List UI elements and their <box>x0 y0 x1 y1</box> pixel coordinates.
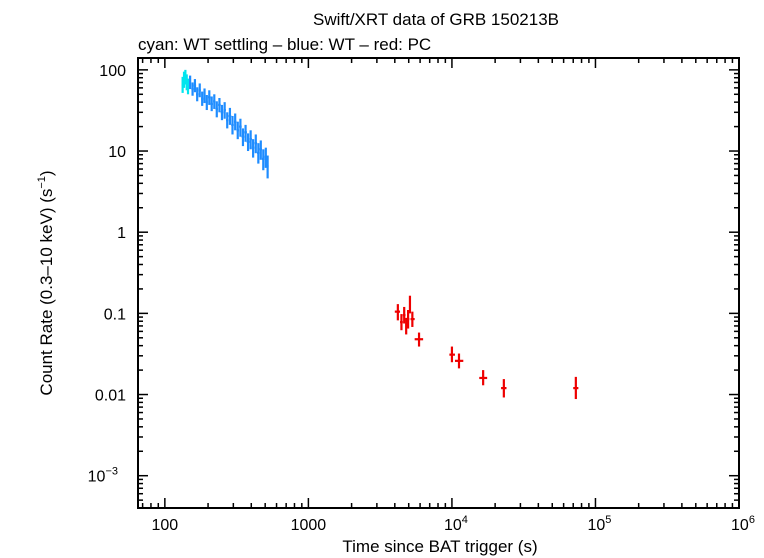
chart-title: Swift/XRT data of GRB 150213B <box>313 10 559 29</box>
data-point <box>228 107 232 125</box>
data-point <box>220 104 224 121</box>
data-point <box>210 96 213 112</box>
y-tick-label: 0.1 <box>104 306 126 323</box>
data-point <box>205 95 208 111</box>
data-point <box>213 94 216 109</box>
data-point <box>259 140 262 160</box>
x-tick-label: 100 <box>152 517 179 534</box>
data-point <box>257 143 260 164</box>
data-point <box>449 346 455 363</box>
y-tick-label: 1 <box>117 225 126 242</box>
y-axis-label: Count Rate (0.3–10 keV) (s−1) <box>36 170 56 395</box>
data-point <box>186 78 190 95</box>
y-tick-label: 10 <box>108 144 126 161</box>
data-point <box>239 118 242 137</box>
data-point <box>410 311 415 327</box>
series-wt <box>189 75 269 179</box>
x-tick-label: 106 <box>731 514 755 534</box>
data-point <box>218 98 221 113</box>
data-point <box>233 113 237 131</box>
data-point <box>261 149 265 171</box>
data-point <box>201 91 204 106</box>
data-point <box>251 139 255 158</box>
data-marks <box>181 69 579 400</box>
y-tick-label: 0.01 <box>95 388 126 405</box>
data-point <box>223 102 226 119</box>
data-point <box>244 124 247 142</box>
data-point <box>479 370 488 386</box>
y-tick-label: 100 <box>99 63 126 80</box>
data-point <box>254 134 258 154</box>
data-point <box>215 101 218 118</box>
data-point <box>189 75 192 90</box>
x-tick-label: 104 <box>444 514 468 534</box>
data-point <box>246 133 250 152</box>
data-point <box>454 353 464 369</box>
data-point <box>208 90 211 105</box>
data-point <box>231 116 234 135</box>
data-point <box>405 317 408 335</box>
x-tick-label: 105 <box>588 514 612 534</box>
data-point <box>198 83 201 98</box>
x-tick-label: 1000 <box>291 517 327 534</box>
chart-subtitle: cyan: WT settling – blue: WT – red: PC <box>138 35 431 54</box>
data-point <box>241 128 245 147</box>
data-point <box>236 121 239 140</box>
x-axis-label: Time since BAT trigger (s) <box>342 537 537 556</box>
series-wt-settling <box>181 69 190 95</box>
tick-labels: 100 1000 104 105 106 100 10 1 0.1 0.01 10−3 <box>88 63 755 534</box>
data-point <box>193 79 197 93</box>
data-point <box>573 376 579 400</box>
data-point <box>191 82 194 96</box>
data-point <box>266 155 269 179</box>
data-point <box>196 87 199 102</box>
data-point <box>394 304 401 321</box>
axis-ticks <box>138 58 739 509</box>
data-point <box>501 379 507 398</box>
data-point <box>406 310 410 329</box>
series-pc <box>394 295 579 400</box>
y-tick-label: 10−3 <box>88 466 118 486</box>
data-point <box>400 314 403 331</box>
data-point <box>408 295 412 314</box>
data-point <box>203 88 206 104</box>
data-point <box>402 306 406 324</box>
data-point <box>414 332 424 347</box>
data-point <box>249 130 252 150</box>
data-point <box>226 112 229 129</box>
